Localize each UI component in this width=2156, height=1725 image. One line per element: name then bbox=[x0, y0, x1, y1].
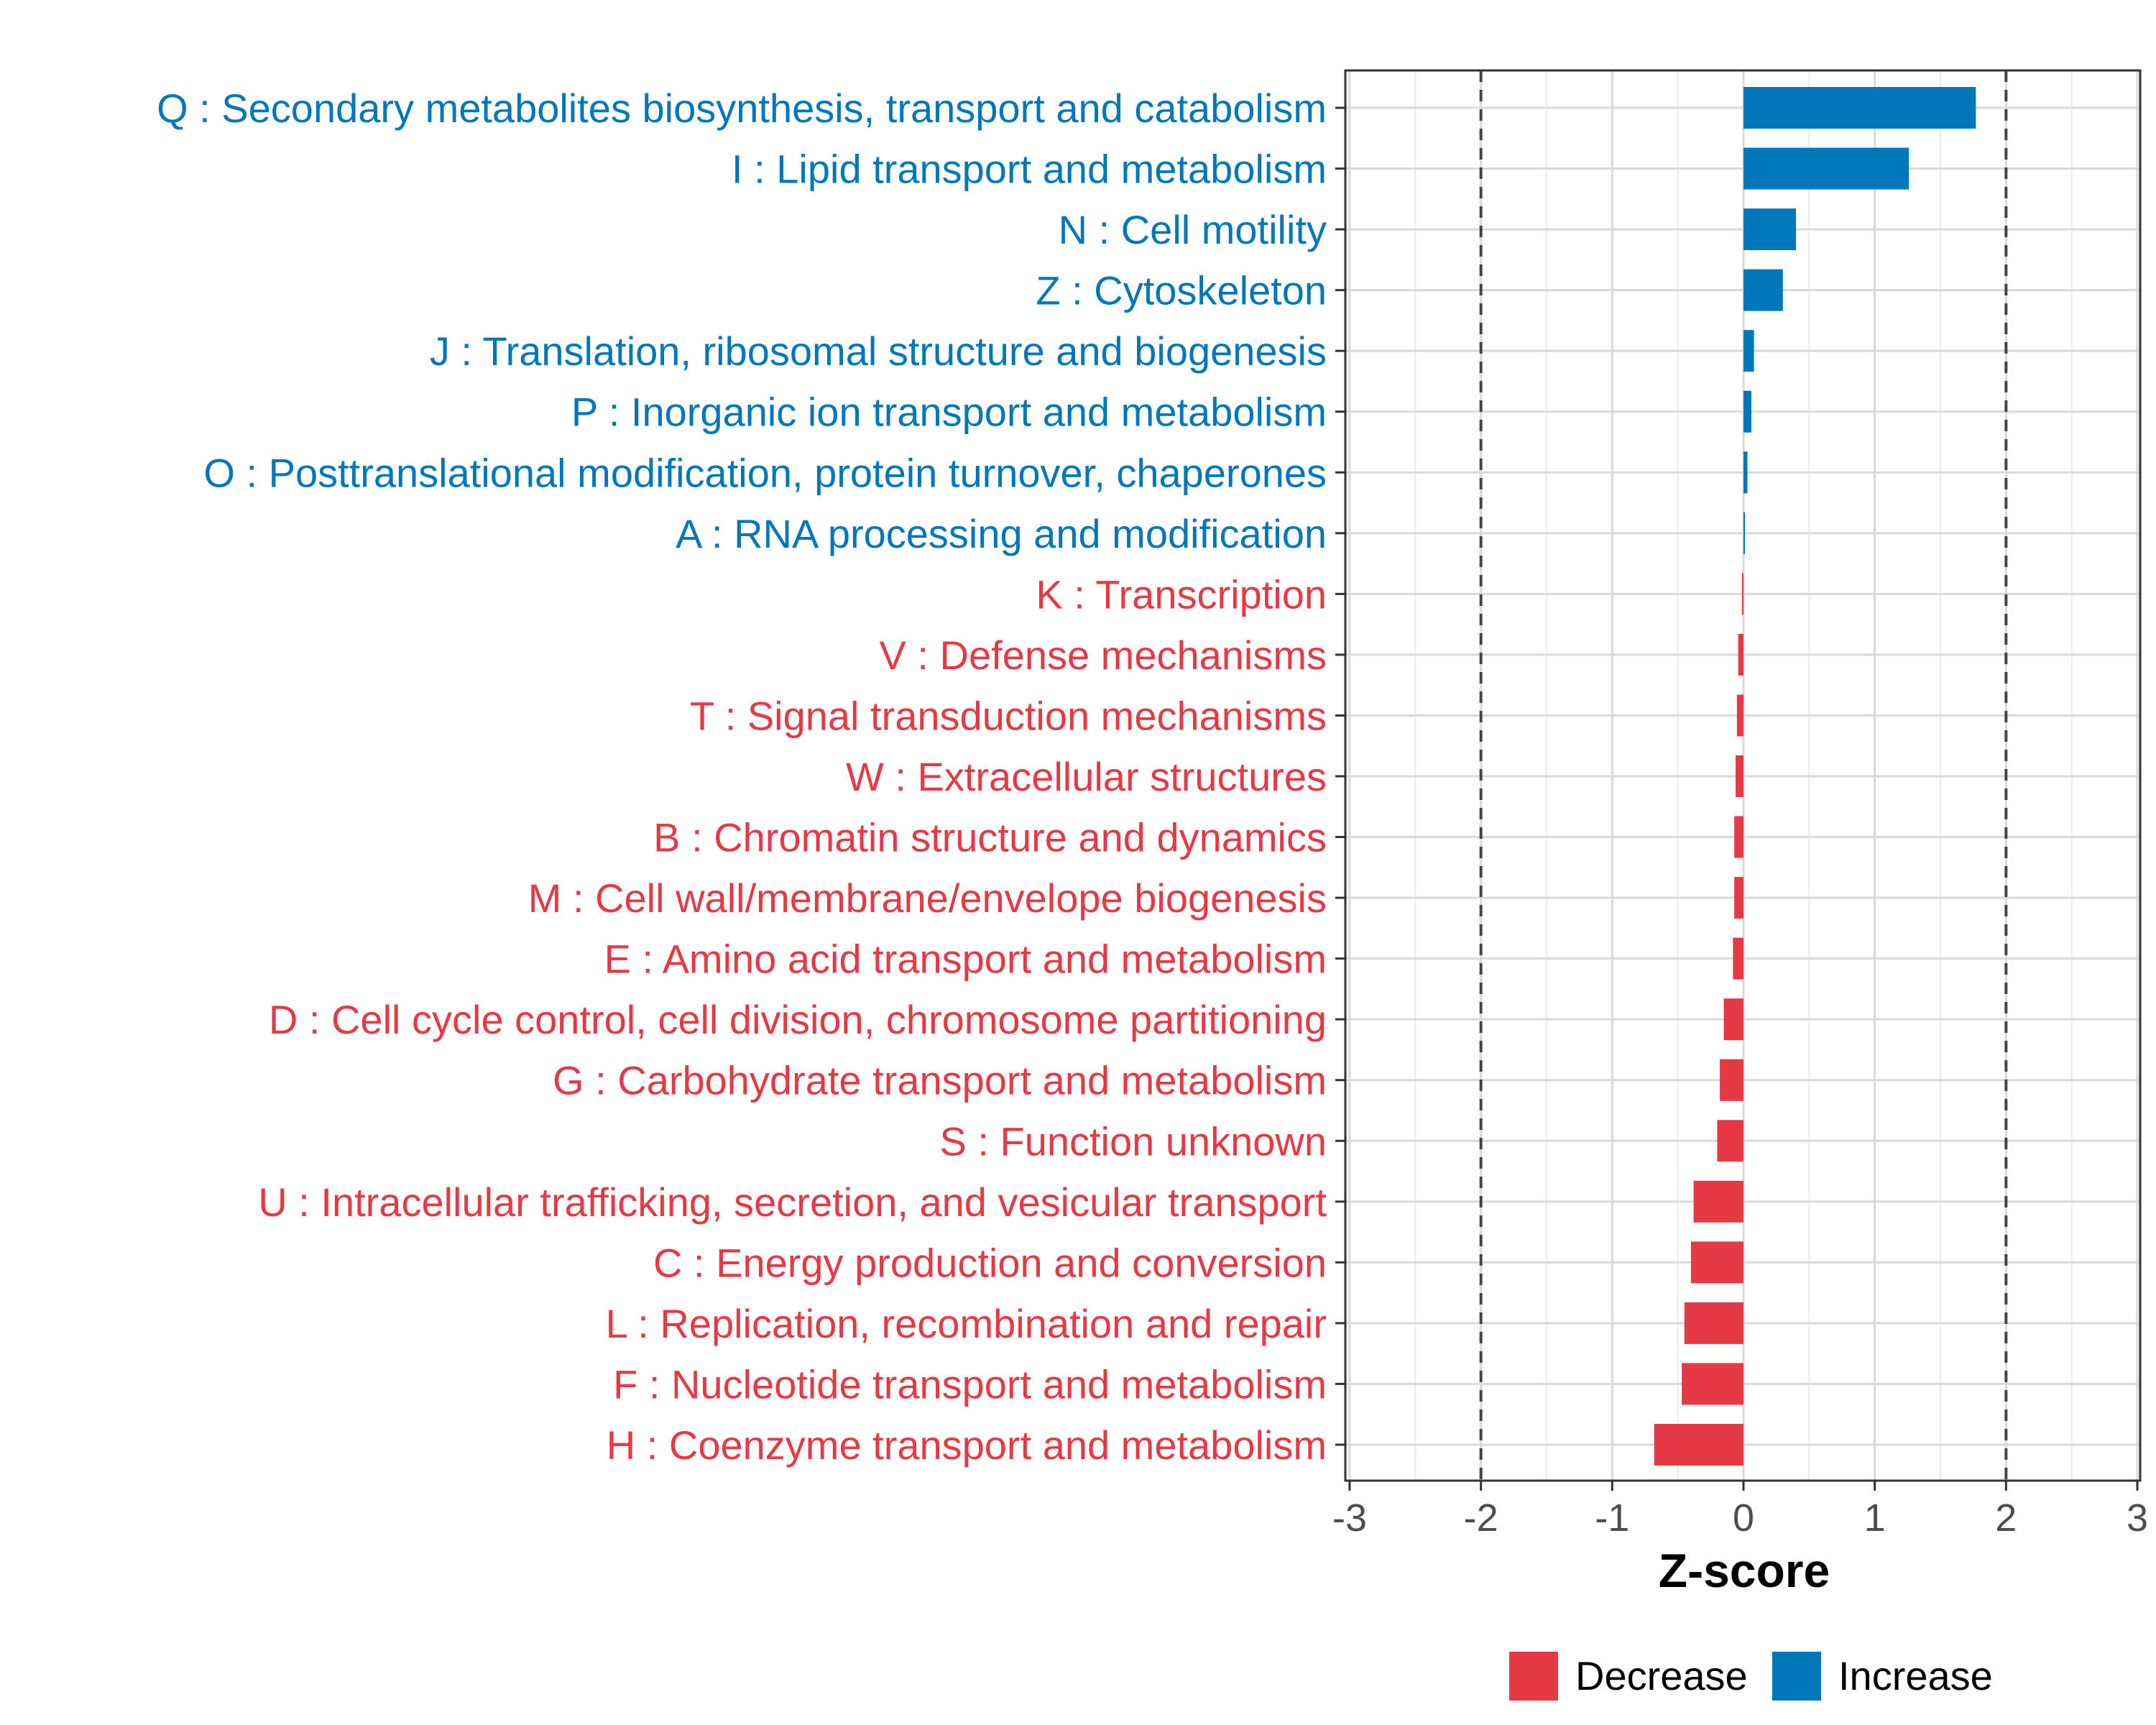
bar-v bbox=[1738, 633, 1743, 676]
x-tick-label: -1 bbox=[1595, 1496, 1629, 1540]
bar-k bbox=[1742, 573, 1743, 615]
category-label: F : Nucleotide transport and metabolism bbox=[613, 1361, 1327, 1407]
bar-d bbox=[1723, 998, 1743, 1041]
x-axis-title: Z-score bbox=[1659, 1544, 1830, 1597]
legend-swatch-increase bbox=[1772, 1652, 1821, 1701]
x-tick-label: 1 bbox=[1864, 1496, 1886, 1540]
bar-s bbox=[1717, 1120, 1743, 1162]
bar-e bbox=[1733, 937, 1743, 980]
bar-n bbox=[1743, 208, 1797, 251]
bar-u bbox=[1693, 1180, 1743, 1223]
bar-o bbox=[1743, 451, 1748, 494]
category-label: P : Inorganic ion transport and metaboli… bbox=[571, 390, 1327, 435]
x-tick-label: 3 bbox=[2127, 1496, 2148, 1540]
bar-q bbox=[1743, 87, 1976, 129]
bar-p bbox=[1743, 390, 1751, 433]
bars bbox=[1654, 87, 1976, 1466]
category-label: M : Cell wall/membrane/envelope biogenes… bbox=[528, 875, 1327, 921]
x-tick-label: -3 bbox=[1332, 1496, 1367, 1540]
bar-f bbox=[1682, 1363, 1743, 1405]
legend: Decrease Increase bbox=[1509, 1652, 1993, 1701]
category-label: V : Defense mechanisms bbox=[880, 632, 1327, 678]
bar-i bbox=[1743, 147, 1909, 190]
bar-t bbox=[1736, 694, 1743, 737]
category-label: I : Lipid transport and metabolism bbox=[732, 147, 1327, 192]
x-tick-label: 2 bbox=[1995, 1496, 2017, 1540]
legend-label-increase: Increase bbox=[1838, 1653, 1993, 1698]
category-label: T : Signal transduction mechanisms bbox=[690, 693, 1327, 738]
bar-g bbox=[1720, 1059, 1743, 1101]
category-labels: Q : Secondary metabolites biosynthesis, … bbox=[157, 86, 1327, 1468]
x-axis-ticks: -3 -2 -1 0 1 2 3 bbox=[1332, 1481, 2148, 1540]
category-label: U : Intracellular trafficking, secretion… bbox=[258, 1179, 1327, 1225]
bar-m bbox=[1734, 877, 1743, 919]
bar-a bbox=[1743, 512, 1745, 554]
bar-j bbox=[1743, 330, 1754, 372]
category-label: H : Coenzyme transport and metabolism bbox=[607, 1422, 1327, 1468]
category-label: Q : Secondary metabolites biosynthesis, … bbox=[157, 86, 1327, 131]
category-label: C : Energy production and conversion bbox=[653, 1240, 1327, 1285]
category-label: D : Cell cycle control, cell division, c… bbox=[269, 997, 1327, 1042]
category-label: A : RNA processing and modification bbox=[676, 511, 1327, 556]
category-label: O : Posttranslational modification, prot… bbox=[203, 450, 1327, 495]
bar-z bbox=[1743, 269, 1783, 311]
legend-label-decrease: Decrease bbox=[1575, 1653, 1748, 1698]
bar-c bbox=[1690, 1241, 1743, 1284]
category-label: L : Replication, recombination and repai… bbox=[606, 1301, 1327, 1346]
bar-w bbox=[1736, 755, 1743, 797]
reference-lines bbox=[1479, 70, 2008, 1481]
category-label: S : Function unknown bbox=[939, 1118, 1327, 1164]
bar-h bbox=[1654, 1424, 1743, 1466]
y-axis-ticks bbox=[1335, 106, 1345, 1446]
category-label: G : Carbohydrate transport and metabolis… bbox=[553, 1058, 1327, 1103]
category-label: Z : Cytoskeleton bbox=[1036, 268, 1327, 313]
category-label: E : Amino acid transport and metabolism bbox=[604, 937, 1327, 982]
category-label: W : Extracellular structures bbox=[846, 754, 1327, 799]
category-label: K : Transcription bbox=[1036, 571, 1327, 617]
legend-swatch-decrease bbox=[1509, 1652, 1558, 1701]
x-tick-label: 0 bbox=[1733, 1496, 1754, 1540]
category-label: J : Translation, ribosomal structure and… bbox=[430, 328, 1327, 374]
bar-b bbox=[1734, 816, 1743, 858]
category-label: N : Cell motility bbox=[1059, 207, 1327, 252]
x-tick-label: -2 bbox=[1464, 1496, 1498, 1540]
category-label: B : Chromatin structure and dynamics bbox=[653, 815, 1327, 860]
bar-l bbox=[1684, 1302, 1743, 1344]
